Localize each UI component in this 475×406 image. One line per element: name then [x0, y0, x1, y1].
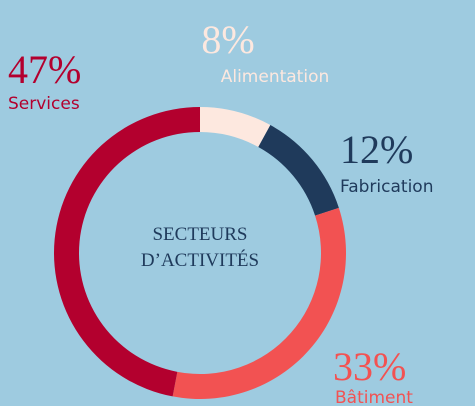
donut-slice — [172, 207, 346, 399]
value-label: 47% — [8, 47, 81, 92]
donut-slice — [258, 125, 339, 216]
chart-title: SECTEURS D’ACTIVITÉS — [140, 224, 260, 271]
value-label: 8% — [201, 17, 254, 62]
donut-slice — [200, 107, 271, 147]
donut-slice — [54, 107, 200, 397]
category-label: Services — [8, 94, 80, 114]
category-label: Alimentation — [221, 67, 330, 87]
value-label: 33% — [333, 344, 406, 389]
category-label: Bâtiment — [335, 388, 413, 406]
value-label: 12% — [340, 127, 413, 172]
category-label: Fabrication — [340, 177, 433, 197]
